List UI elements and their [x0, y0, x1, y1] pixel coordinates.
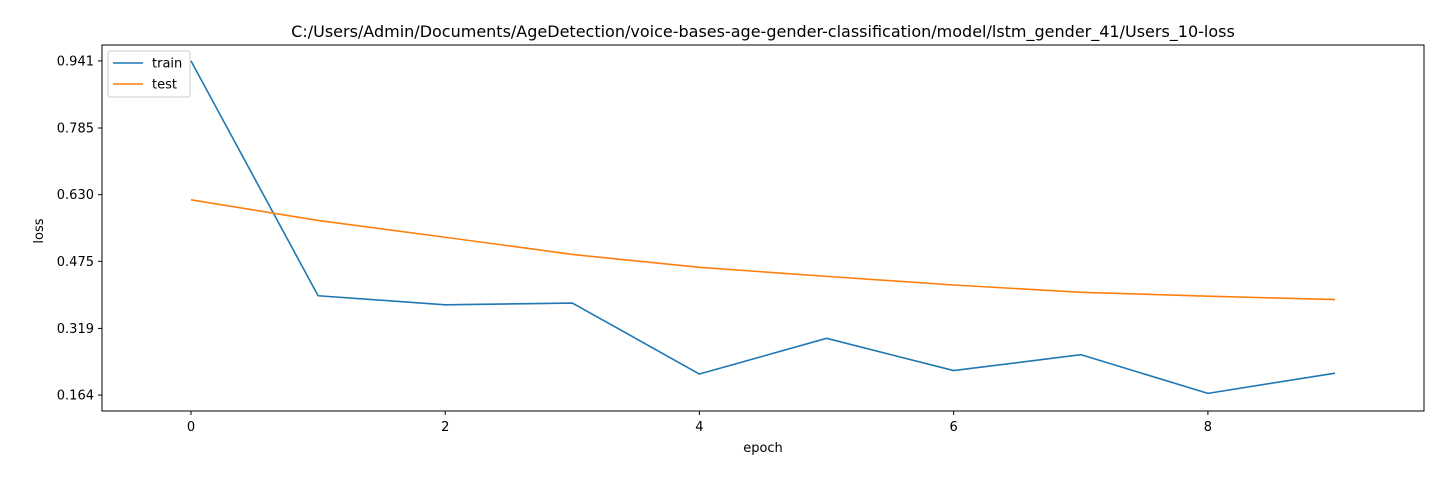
y-tick-label: 0.475 — [57, 255, 94, 270]
y-tick-label: 0.941 — [57, 54, 94, 69]
plot-frame — [101, 44, 1425, 412]
y-tick-label: 0.785 — [57, 122, 94, 137]
legend: train test — [107, 50, 191, 98]
y-axis: 0.164 0.319 0.475 0.630 0.785 0.941 — [57, 54, 102, 404]
x-tick-label: 2 — [441, 420, 449, 435]
y-axis-title: loss — [32, 218, 47, 243]
plot-area — [101, 44, 1425, 412]
series-line-train — [190, 60, 1336, 395]
series-line-test — [190, 199, 1336, 301]
chart-title: C:/Users/Admin/Documents/AgeDetection/vo… — [291, 22, 1235, 42]
y-tick-label: 0.630 — [57, 188, 94, 203]
x-tick-label: 4 — [695, 420, 703, 435]
x-tick-label: 0 — [187, 420, 195, 435]
legend-label-train: train — [152, 57, 182, 72]
x-axis: 0 2 4 6 8 — [187, 411, 1212, 435]
x-tick-label: 6 — [950, 420, 958, 435]
legend-label-test: test — [152, 78, 177, 93]
series-lines — [190, 60, 1336, 395]
y-tick-label: 0.164 — [57, 389, 94, 404]
x-axis-title: epoch — [743, 441, 783, 456]
x-tick-label: 8 — [1204, 420, 1212, 435]
y-tick-label: 0.319 — [57, 322, 94, 337]
